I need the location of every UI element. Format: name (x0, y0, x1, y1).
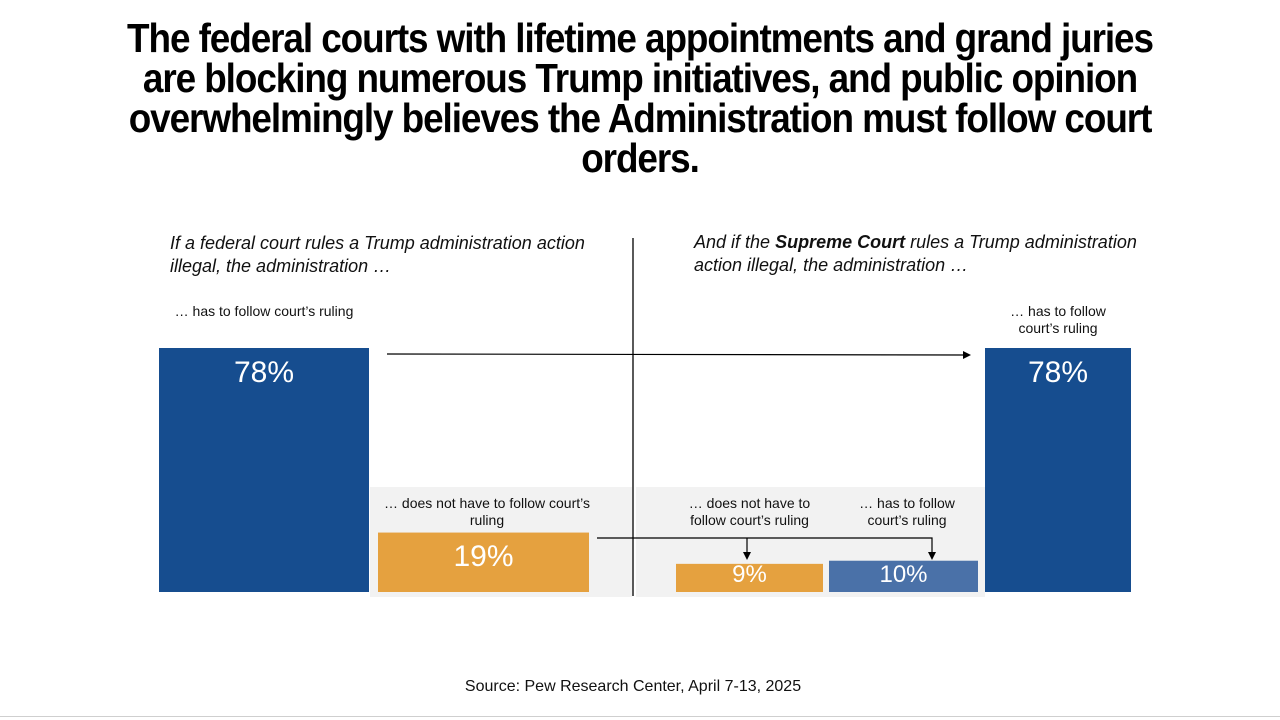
left-question: If a federal court rules a Trump adminis… (170, 233, 585, 276)
bottom-divider (0, 716, 1280, 717)
right-question-emphasis: Supreme Court (775, 232, 906, 252)
value-label-left-19: 19% (453, 540, 514, 573)
value-label-left-78: 78% (233, 356, 295, 389)
bar-left-does-not-have-to-follow (378, 532, 589, 592)
value-label-right-9: 9% (732, 561, 767, 588)
arrow-split-head-1 (743, 552, 751, 560)
bar-left-has-to-follow (159, 348, 369, 592)
bar-right-has-to-follow-small (829, 560, 978, 592)
title-line-1: The federal courts with lifetime appoint… (127, 15, 1154, 61)
arrow-top-head (963, 351, 971, 359)
source-note: Source: Pew Research Center, April 7-13,… (464, 678, 802, 695)
value-label-right-78: 78% (1027, 356, 1089, 389)
title-line-4: orders. (581, 135, 700, 181)
bar-right-has-to-follow (985, 348, 1131, 592)
arrow-top (386, 353, 966, 356)
title-line-2: are blocking numerous Trump initiatives,… (142, 55, 1138, 101)
right-question: And if the Supreme Court rules a Trump a… (694, 231, 1174, 277)
slide-title: The federal courts with lifetime appoint… (82, 15, 1198, 181)
cat-right-has-to-follow: … has to follow court’s ruling (1010, 303, 1106, 336)
right-question-part-3: rules a Trump administration action ille… (694, 232, 1137, 275)
arrow-split (597, 537, 933, 553)
bar-right-does-not-have-to-follow (676, 563, 823, 592)
cat-left-does-not-have-to-follow: … does not have to follow court’s ruling (384, 495, 590, 528)
right-question-part-1: And if the (694, 232, 776, 252)
value-label-right-10: 10% (879, 561, 928, 588)
cat-left-has-to-follow: … has to follow court’s ruling (174, 303, 354, 319)
title-line-3: overwhelmingly believes the Administrati… (128, 95, 1153, 141)
arrow-split-head-2 (928, 552, 936, 560)
cat-right-does-not-have-to-follow: … does not have to follow court’s ruling (688, 495, 811, 528)
cat-right-has-to-follow-small: … has to follow court’s ruling (859, 495, 955, 528)
